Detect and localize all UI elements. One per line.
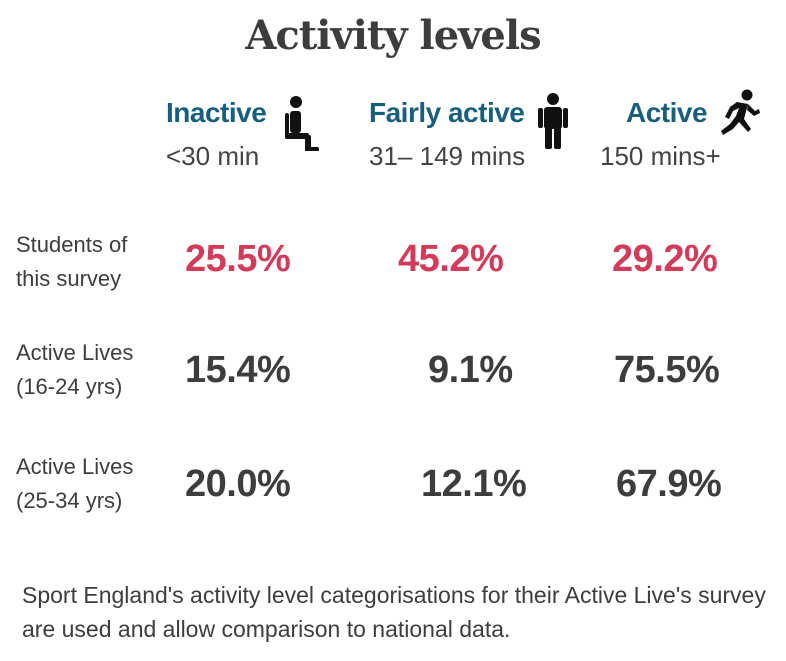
chart-title: Activity levels — [245, 12, 541, 59]
row-label-active-lives-25-34: Active Lives (25-34 yrs) — [16, 450, 133, 518]
footnote: Sport England's activity level categoris… — [22, 582, 766, 642]
row-label-students: Students of this survey — [16, 228, 127, 296]
row-label-active-lives-16-24: Active Lives (16-24 yrs) — [16, 336, 133, 404]
column-range: <30 min — [166, 141, 260, 171]
value-cell: 15.4% — [185, 349, 291, 391]
row-label-line: this survey — [16, 266, 122, 291]
value-cell: 45.2% — [398, 238, 504, 280]
row-label-line: (25-34 yrs) — [16, 488, 123, 513]
standing-person-icon — [538, 93, 568, 149]
sitting-person-icon — [285, 96, 319, 151]
column-range: 31– 149 mins — [369, 141, 526, 171]
column-name: Inactive — [166, 97, 267, 128]
value-cell: 20.0% — [185, 463, 291, 505]
column-name: Fairly active — [369, 97, 525, 128]
value-cell: 25.5% — [185, 238, 291, 280]
value-cell: 12.1% — [421, 463, 527, 505]
row-label-line: Active Lives — [16, 454, 134, 479]
row-label-line: (16-24 yrs) — [16, 374, 123, 399]
value-cell: 75.5% — [614, 349, 720, 391]
row-label-line: Students of — [16, 232, 128, 257]
value-cell: 29.2% — [612, 238, 718, 280]
value-cell: 67.9% — [616, 463, 722, 505]
value-cell: 9.1% — [428, 349, 513, 391]
column-name: Active — [626, 97, 708, 128]
running-person-icon — [721, 89, 760, 135]
column-range: 150 mins+ — [600, 141, 721, 171]
row-label-line: Active Lives — [16, 340, 134, 365]
